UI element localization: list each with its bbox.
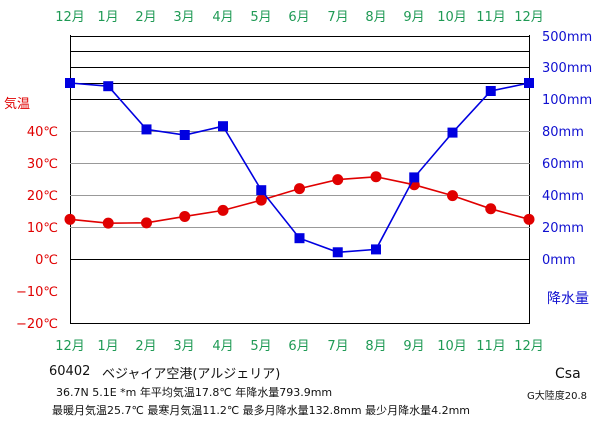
precipitation-point [485, 86, 496, 96]
temperature-tick-label: 20℃ [27, 189, 58, 204]
month-label-top: 8月 [365, 10, 386, 25]
month-label-top: 1月 [97, 10, 118, 25]
month-label-top: 12月 [55, 10, 85, 25]
month-label-bottom: 9月 [403, 339, 424, 354]
precipitation-point [409, 172, 420, 183]
month-label-top: 2月 [135, 10, 156, 25]
month-label-bottom: 11月 [476, 339, 506, 354]
precipitation-point [294, 233, 305, 244]
precipitation-tick-label: 40mm [542, 189, 584, 204]
station-stats-line2: 最暖月気温25.7℃ 最寒月気温11.2℃ 最多月降水量132.8mm 最少月降… [52, 404, 471, 417]
precipitation-point [524, 78, 534, 88]
temperature-point [370, 171, 382, 183]
temperature-point [332, 174, 344, 186]
station-id: 60402 [49, 364, 91, 379]
precipitation-point [179, 130, 190, 140]
temperature-tick-label: −10℃ [16, 285, 58, 300]
month-label-bottom: 3月 [173, 339, 194, 354]
precipitation-tick-label: 80mm [542, 125, 584, 140]
gridlines [70, 36, 530, 260]
series-layer [64, 78, 535, 258]
temperature-tick-label: 30℃ [27, 157, 58, 172]
precipitation-point [332, 247, 343, 258]
temperature-point [64, 213, 76, 225]
temperature-tick-label: 40℃ [27, 125, 58, 140]
month-label-top: 10月 [437, 10, 467, 25]
temperature-point [294, 183, 305, 195]
month-label-bottom: 12月 [514, 339, 544, 354]
continentality-index: G大陸度20.8 [527, 391, 588, 402]
station-name: ベジャイア空港(アルジェリア) [102, 367, 281, 382]
temperature-tick-label: 10℃ [27, 221, 58, 236]
temperature-point [485, 203, 497, 215]
temperature-point [179, 210, 191, 222]
precipitation-tick-label: 60mm [542, 157, 584, 172]
temperature-point [141, 217, 152, 229]
month-label-top: 4月 [212, 10, 233, 25]
month-label-top: 9月 [403, 10, 424, 25]
month-labels-top: 12月 1月 2月 3月 4月 5月 6月 7月 8月 9月 10月 11月 1… [55, 10, 544, 25]
precipitation-point [103, 81, 114, 92]
month-label-bottom: 5月 [250, 339, 271, 354]
plot-frame [70, 35, 530, 324]
precipitation-tick-label: 20mm [542, 221, 584, 236]
temperature-point [523, 213, 535, 225]
month-label-top: 11月 [476, 10, 506, 25]
precipitation-point [65, 78, 75, 88]
month-label-bottom: 2月 [135, 339, 156, 354]
precipitation-tick-label: 100mm [542, 93, 592, 108]
temperature-tick-label: 0℃ [35, 253, 58, 268]
precipitation-point [447, 127, 458, 138]
month-label-bottom: 8月 [365, 339, 386, 354]
month-label-bottom: 7月 [327, 339, 348, 354]
precipitation-point [218, 121, 228, 132]
precipitation-point [371, 244, 381, 255]
precipitation-tick-label: 300mm [542, 61, 592, 76]
temperature-axis-title: 気温 [4, 96, 30, 112]
temperature-tick-labels: 40℃ 30℃ 20℃ 10℃ 0℃ −10℃ −20℃ [16, 125, 58, 332]
month-label-bottom: 12月 [55, 339, 85, 354]
temperature-point [447, 190, 458, 202]
temperature-point [255, 194, 267, 206]
month-label-bottom: 6月 [288, 339, 309, 354]
station-stats-line1: 36.7N 5.1E *m 年平均気温17.8℃ 年降水量793.9mm [56, 386, 333, 399]
precipitation-line [69, 82, 530, 254]
precipitation-tick-label: 500mm [542, 30, 592, 45]
temperature-point [102, 217, 114, 229]
precipitation-axis-title: 降水量 [547, 291, 589, 307]
month-label-top: 5月 [250, 10, 271, 25]
month-label-bottom: 4月 [212, 339, 233, 354]
month-label-top: 7月 [327, 10, 348, 25]
month-labels-bottom: 12月 1月 2月 3月 4月 5月 6月 7月 8月 9月 10月 11月 1… [55, 339, 544, 354]
temperature-tick-label: −20℃ [16, 317, 58, 332]
climate-classification: Csa [555, 366, 581, 382]
precipitation-tick-label: 0mm [542, 253, 576, 268]
precipitation-point [256, 185, 267, 196]
precipitation-point [141, 124, 152, 135]
month-label-bottom: 1月 [97, 339, 118, 354]
month-label-top: 3月 [173, 10, 194, 25]
temperature-point [217, 204, 229, 216]
precipitation-tick-labels: 500mm 300mm 100mm 80mm 60mm 40mm 20mm 0m… [542, 30, 592, 268]
month-label-top: 12月 [514, 10, 544, 25]
month-label-top: 6月 [288, 10, 309, 25]
month-label-bottom: 10月 [437, 339, 467, 354]
